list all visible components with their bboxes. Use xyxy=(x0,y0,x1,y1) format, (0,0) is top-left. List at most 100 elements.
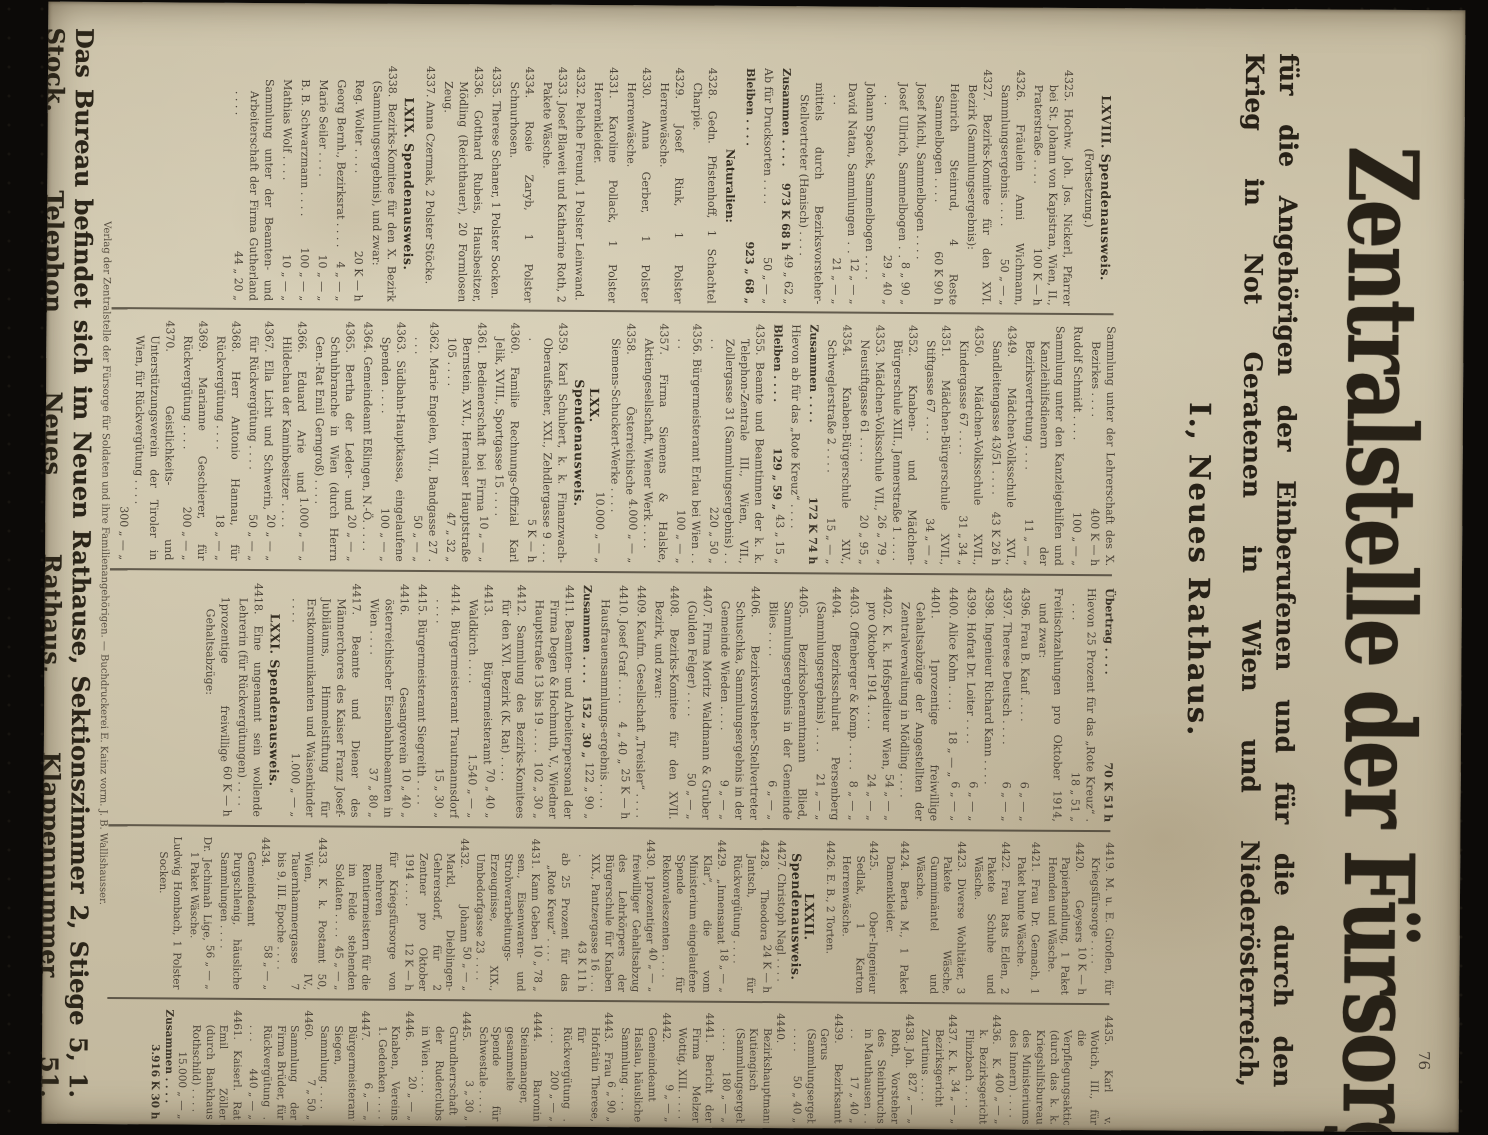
donation-amount: 37 „ 80 „ xyxy=(366,767,380,818)
donation-entry: 4427. Christoph Nagl . . . . 24 K — h xyxy=(760,840,788,994)
donation-entry: 4440. Bezirkshauptmannschaft Kutiengisch… xyxy=(719,1013,787,1126)
donation-amount: 70 „ 40 „ xyxy=(483,768,497,819)
donation-entry: 4331. Karoline Pollack, 1 Polster Herren… xyxy=(591,67,621,304)
donation-entry: Mathias Wolf . . . . 10 „ — „ xyxy=(279,79,294,302)
donation-amount: 102 „ 30 „ xyxy=(531,761,545,819)
donation-entry: Georg Bernh., Bezirksrat . . . . 4 „ — „ xyxy=(333,79,348,302)
donation-amount: 122 „ 90 „ xyxy=(582,762,596,820)
donation-amount: 10.000 „ — „ xyxy=(593,491,607,564)
donation-entry: 4415. Bürgermeisteramt Siegreith . . . .… xyxy=(399,583,429,818)
donation-amount: 50 „ — „ xyxy=(684,772,698,820)
donation-amount: 973 K 68 h xyxy=(778,182,793,251)
donation-amount: 129 „ 59 „ xyxy=(770,447,784,511)
donation-entry: 4424. Berta M., 1 Paket Damenkleider. xyxy=(883,840,911,994)
donation-amount: 26 „ 79 „ xyxy=(875,514,889,565)
scanned-paper-sheet: Zentralstelle der Fürsorge für die Angeh… xyxy=(41,1,1466,1133)
donation-entry: 4325. Hochw. Joh. Jos. Nickerl, Pfarrer … xyxy=(1030,69,1076,306)
donation-amount: 50 „ 40 „ xyxy=(790,1075,803,1124)
spendenausweis-header: LXXI. Spendenausweis. xyxy=(266,613,283,787)
donation-amount: 220 „ 50 „ xyxy=(707,506,721,564)
donation-amount: 15 „ 30 „ xyxy=(432,768,446,819)
donation-entry: 4352. Knaben- und Mädchen-Bürgerschule X… xyxy=(875,324,920,566)
donation-amount: 8 „ — „ xyxy=(846,780,860,821)
donation-entry: 4355. Beamte und Beamtinnen der k. k. Te… xyxy=(707,323,767,565)
donation-entry: Sammlung unter den Kanzleigehilfen und K… xyxy=(1022,325,1067,566)
donation-amount: 18 „ — „ xyxy=(716,948,730,993)
donation-amount: 21 „ — „ xyxy=(813,773,827,821)
donation-column-3: Übertrag . . . . 70 K 51 h Hievon 25 Proz… xyxy=(105,582,1116,822)
page-subtitle-1: für die Angehörigen der Einberufenen und… xyxy=(1267,53,1304,1088)
masthead: Zentralstelle der Fürsorge für die Angeh… xyxy=(1179,39,1443,1132)
donation-amount: 6 „ — „ xyxy=(1017,781,1031,822)
donation-entry: 4412. Sammlung des Bezirks-Komitees für … xyxy=(483,584,528,819)
donation-amount: 300 „ — „ xyxy=(117,506,131,561)
donation-entry: 4338. Bezirks-Komitee für den X. Bezirk … xyxy=(369,65,400,302)
donation-amount: 20 „ 95 „ xyxy=(857,514,871,565)
donation-column-1: LXVIII. Spendenausweis. (Fortsetzung.) 432… xyxy=(109,64,1120,306)
donation-amount: 200 „ — „ xyxy=(180,506,194,561)
donation-column-2: Sammlung unter der Lehrerschaft des X. B… xyxy=(107,320,1118,566)
donation-entry: 4337. Anna Czermak, 2 Polster Stöcke. xyxy=(422,65,438,285)
donation-entry: Hievon 25 Prozent für das „Rote Kreuz“ .… xyxy=(1068,588,1098,823)
donation-entry: 4329. Josef Rink, 1 Polster Herrenwäsche… xyxy=(657,67,687,304)
donation-amount: 40 „ — „ xyxy=(645,947,659,993)
donation-entry: 4407. Firma Moritz Waldmann & Gruber (Gu… xyxy=(684,585,714,820)
donation-amount: 100 „ — „ xyxy=(378,507,392,562)
donation-amount: 10 „ — „ xyxy=(279,254,293,302)
donation-entry: für Kriegsfürsorge von mehreren Rentierm… xyxy=(331,851,400,991)
page-number: 76 xyxy=(1414,1050,1434,1071)
donation-entry: 4359. Karl Schubert, k. k. Finanzwach-Ob… xyxy=(525,322,570,563)
donation-amount: 50 „ — „ xyxy=(997,258,1011,306)
donation-entry: 4426. E. B., 2 Torten. xyxy=(823,840,837,955)
donation-entry: 4408. Bezirks-Komitee für den XVII. Bezi… xyxy=(652,585,681,820)
donation-entry: Heinrich Steinrud, 4 Reste Sammelbogen .… xyxy=(931,83,961,306)
donation-amount: 56 „ — „ xyxy=(203,944,216,990)
donation-amount: 70 K 51 h xyxy=(1101,762,1115,823)
donation-amount: 6 „ 90 „ xyxy=(604,1081,618,1123)
donation-amount: 21 „ — „ xyxy=(829,257,843,305)
donation-entry: 4419. M. u. E. Giroflen, für Kriegsfürso… xyxy=(1075,842,1116,996)
donation-amount: 31 „ 34 „ xyxy=(956,515,970,566)
donation-amount: 45 „ — „ xyxy=(331,945,345,991)
donation-entry: 4370. Geistlichkeits- und Unterstützungs… xyxy=(117,320,177,561)
donation-entry: Ludwig Hombach, 1 Polster Socken. xyxy=(157,836,184,990)
donation-entry: Freitischzahlungen pro Oktober 1914, und… xyxy=(1036,587,1065,822)
donation-amount: 50 „ — „ xyxy=(760,257,774,305)
donation-amount: 100 „ — „ xyxy=(1070,512,1084,567)
donation-entry: Sammlung unter der Beamten- und Arbeiter… xyxy=(231,78,276,302)
donation-entry: 4330. Anna Gerber, 1 Polster Herrenwäsch… xyxy=(624,67,654,304)
donation-amount: 50 „ — „ xyxy=(246,514,260,561)
spendenausweis-header: LXVIII. Spendenausweis. xyxy=(1097,95,1114,281)
donation-amount: 6 „ — „ xyxy=(765,780,779,821)
donation-entry: Reg. Wolter . . . . 20 K — h xyxy=(351,79,366,302)
donation-amount: 54 „ — „ xyxy=(882,773,896,821)
donation-entry: 4350. Mädchen-Volksschule XVII., Kinderg… xyxy=(956,325,986,566)
donation-entry: 4401. 1prozentige freiwillige Gehaltsabz… xyxy=(882,587,942,822)
donation-amount: 6 „ — „ xyxy=(966,781,980,822)
donation-amount: 8 „ 90 „ xyxy=(898,261,912,305)
donation-amount: 100 K — h xyxy=(1030,247,1044,306)
donation-amount: 24 K — h xyxy=(760,944,774,994)
donation-entry: 4403. Offenberger & Komp. . . . . 8 „ — … xyxy=(846,586,861,821)
donation-amount: 17 „ 40 „ xyxy=(847,1075,861,1124)
donation-amount: 20 K — h xyxy=(351,250,365,302)
donation-amount: 827 „ — „ xyxy=(905,1072,918,1125)
donation-entry: 4349. Mädchen-Volksschule XVI., Sandleit… xyxy=(989,325,1019,566)
donation-amount: 24 „ — „ xyxy=(864,773,878,821)
donation-entry: 4409. Kaufm. Gesellschaft „Treisler“ . .… xyxy=(618,585,648,820)
donation-amount: 1.540 „ — „ xyxy=(465,753,479,819)
donation-entry: 4404. Bezirksschulrat Persenberg (Sammlu… xyxy=(813,586,843,821)
donation-amount: 5 K — h xyxy=(525,518,539,563)
donation-entry: 4351. Mädchen-Bürgerschule XVII., Stiftg… xyxy=(923,325,953,566)
section-label: Naturalien: xyxy=(723,148,738,223)
donation-columns: LXVIII. Spendenausweis. (Fortsetzung.) 432… xyxy=(102,2,1121,1130)
donation-entry: 4414. Bürgermeisteramt Trautmannsdorf . … xyxy=(432,584,462,819)
donation-entry: 4439. Bezirksamt Gerus (Sammlungsergebni… xyxy=(790,1013,844,1126)
donation-amount: 43 „ 15 „ xyxy=(773,514,787,565)
donation-entry: 4444. Baronin Steinamanger, gesammelte S… xyxy=(462,1011,544,1122)
donation-amount: 10 „ 78 „ xyxy=(531,944,544,992)
donation-entry: 4423. Diverse Wohltäter, 3 Pakete Wäsche… xyxy=(914,841,968,995)
page-location-line: I., Neues Rathaus. xyxy=(1181,402,1218,738)
donation-entry: Hievon ab für das „Rote Kreuz“ . . . . 4… xyxy=(773,324,803,565)
